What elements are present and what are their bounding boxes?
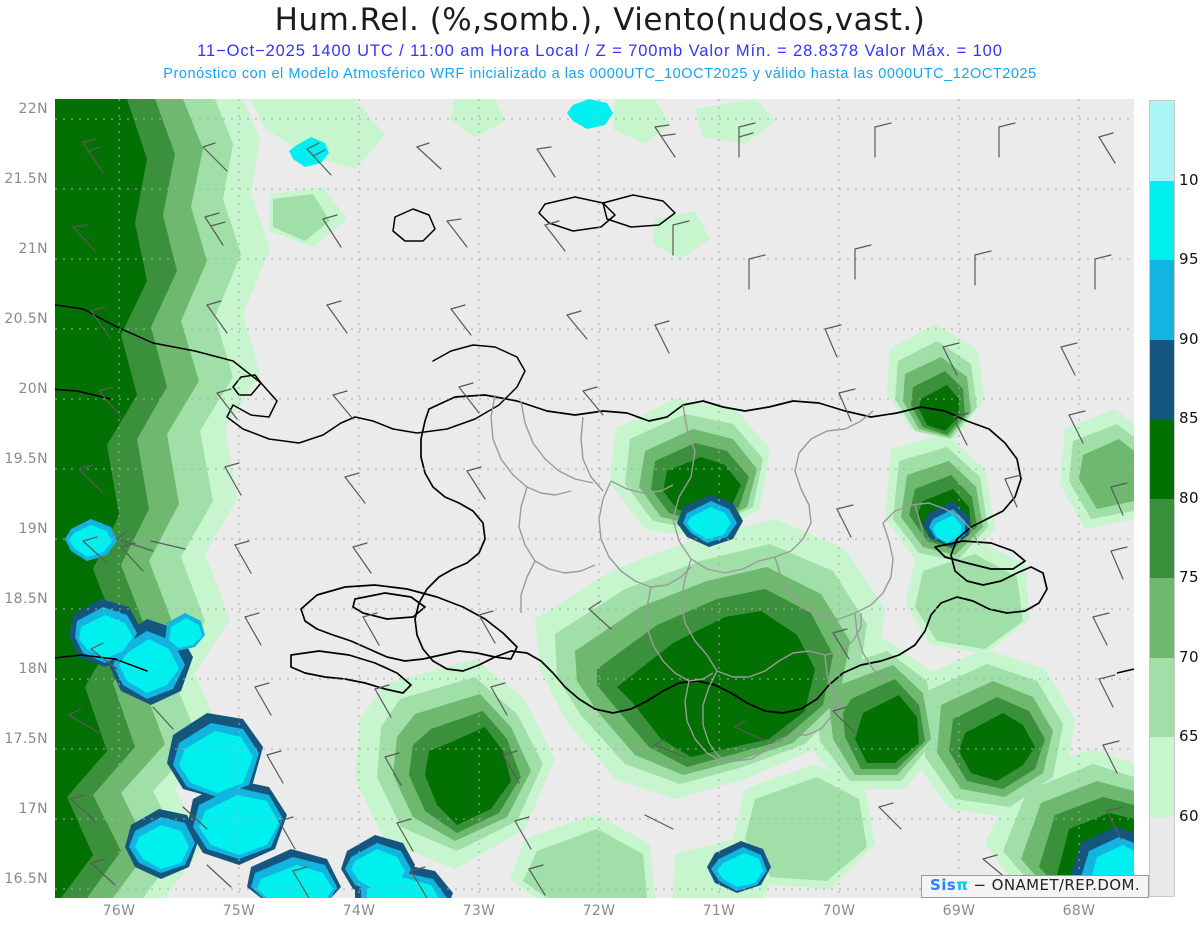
x-tick-2: 74W [342,903,376,919]
y-tick-3: 20.5N [4,311,48,327]
colorbar-tick-95: 95 [1179,250,1200,268]
colorbar-tick-100: 100 [1179,170,1200,189]
colorbar-band-90-95 [1150,260,1174,340]
x-tick-3: 73W [462,903,496,919]
x-tick-6: 70W [822,903,856,919]
contour-band-95 [69,99,1134,898]
colorbar-band-<60 [1150,816,1174,896]
colorbar-band-65-70 [1150,657,1174,737]
colorbar-tick-65: 65 [1179,727,1200,745]
y-tick-9: 17.5N [4,731,48,747]
province-border-layer [490,394,980,762]
colorbar-band-60-65 [1150,737,1174,817]
colorbar-band-100 [1150,101,1174,181]
grid-layer [55,99,1134,898]
wind-barb-layer [68,122,1128,898]
y-tick-4: 20N [18,381,48,397]
puerto-rico-coastline [1116,668,1134,674]
y-tick-0: 22N [18,101,48,117]
colorbar-band-70-75 [1150,578,1174,658]
colorbar-tick-85: 85 [1179,409,1200,427]
colorbar-tick-70: 70 [1179,647,1200,666]
logo-pi-symbol: π [956,876,969,894]
y-tick-6: 19N [18,521,48,537]
coastline-layer [55,194,676,672]
x-tick-1: 75W [222,903,256,919]
chart-header: Hum.Rel. (%,somb.), Viento(nudos,vast.) … [0,0,1200,94]
logo-org-text: − ONAMET/REP.DOM. [968,876,1141,894]
y-tick-2: 21N [18,241,48,257]
x-tick-8: 68W [1062,903,1096,919]
colorbar-band-95-100 [1150,180,1174,260]
agency-logo: Sisπ − ONAMET/REP.DOM. [921,875,1150,898]
colorbar-tick-80: 80 [1179,488,1200,507]
x-tick-7: 69W [942,903,976,919]
y-tick-8: 18N [18,661,48,677]
colorbar-band-75-80 [1150,498,1174,578]
y-tick-1: 21.5N [4,171,48,187]
x-tick-5: 71W [702,903,736,919]
colorbar-band-85-90 [1150,339,1174,419]
colorbar-tick-75: 75 [1179,568,1200,586]
logo-sis-text: Sis [930,876,957,894]
x-tick-4: 72W [582,903,616,919]
page-title: Hum.Rel. (%,somb.), Viento(nudos,vast.) [274,2,926,38]
humidity-contour-map [55,99,1134,898]
colorbar-band-80-85 [1150,419,1174,499]
chart-subtitle-primary: 11−Oct−2025 1400 UTC / 11:00 am Hora Loc… [197,42,1003,60]
y-tick-11: 16.5N [4,871,48,887]
y-tick-10: 17N [18,801,48,817]
x-tick-0: 76W [102,903,136,919]
y-tick-7: 18.5N [4,591,48,607]
colorbar-tick-60: 60 [1179,806,1200,825]
chart-subtitle-model-info: Pronóstico con el Modelo Atmosférico WRF… [163,66,1037,82]
y-tick-5: 19.5N [4,451,48,467]
colorbar[interactable] [1149,100,1175,897]
colorbar-tick-90: 90 [1179,329,1200,348]
map-plot-area[interactable] [55,99,1134,898]
